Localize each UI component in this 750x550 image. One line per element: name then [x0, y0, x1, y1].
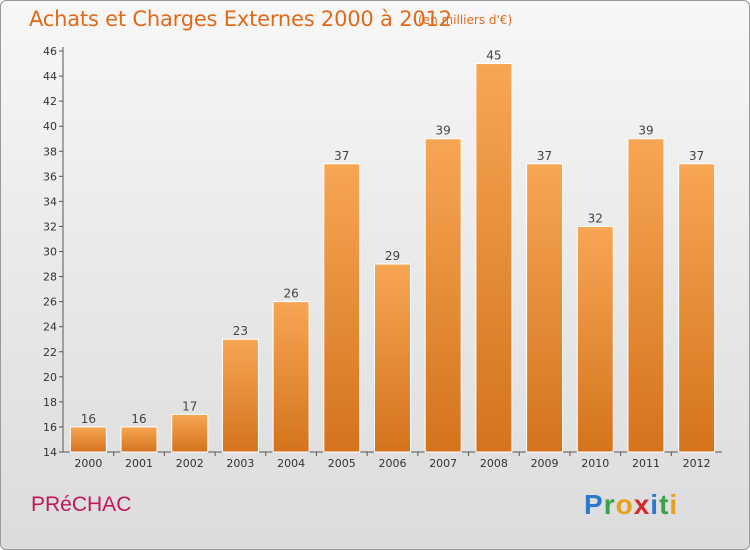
logo-letter: i — [650, 489, 660, 520]
x-tick-label: 2008 — [480, 457, 508, 470]
x-tick-label: 2007 — [429, 457, 457, 470]
data-label: 37 — [689, 149, 704, 163]
commune-name: PRéCHAC — [31, 493, 132, 516]
bar — [171, 413, 209, 453]
y-tick-label: 38 — [43, 145, 57, 158]
logo-letter: P — [584, 489, 604, 520]
logo-letter: t — [659, 489, 670, 520]
x-tick-label: 2012 — [683, 457, 711, 470]
bar — [627, 138, 665, 453]
bar — [272, 301, 310, 453]
bar — [576, 225, 614, 453]
data-label: 45 — [486, 49, 501, 63]
data-label: 39 — [638, 124, 653, 138]
data-label: 17 — [182, 399, 197, 413]
y-tick-label: 28 — [43, 271, 57, 284]
data-label: 37 — [334, 149, 349, 163]
data-labels: 16 16 17 23 26 37 29 39 45 37 32 39 37 — [81, 49, 705, 426]
logo-letter: i — [669, 489, 679, 520]
data-label: 23 — [233, 324, 248, 338]
bar — [678, 163, 716, 453]
data-label: 16 — [131, 412, 146, 426]
proxiti-logo[interactable]: Proxiti — [584, 489, 678, 521]
bar — [526, 163, 564, 453]
x-tick-label: 2001 — [125, 457, 153, 470]
bar — [475, 63, 513, 453]
y-tick-label: 34 — [43, 195, 57, 208]
bars — [69, 63, 716, 453]
y-tick-label: 46 — [43, 45, 57, 58]
bar — [374, 263, 411, 453]
y-tick-label: 30 — [43, 246, 57, 259]
y-tick-label: 26 — [43, 296, 57, 309]
y-tick-label: 40 — [43, 120, 57, 133]
x-tick-label: 2010 — [581, 457, 609, 470]
x-tick-label: 2006 — [379, 457, 407, 470]
y-tick-label: 42 — [43, 95, 57, 108]
y-tick-label: 24 — [43, 321, 57, 334]
data-label: 26 — [283, 287, 298, 301]
bar — [424, 138, 462, 453]
data-label: 32 — [588, 211, 603, 225]
y-tick-label: 32 — [43, 220, 57, 233]
x-tick-label: 2000 — [74, 457, 102, 470]
x-tick-label: 2004 — [277, 457, 305, 470]
data-label: 37 — [537, 149, 552, 163]
data-label: 29 — [385, 249, 400, 263]
logo-letter: r — [603, 489, 616, 520]
y-tick-label: 18 — [43, 396, 57, 409]
chart-subtitle: (en milliers d'€) — [418, 13, 513, 27]
data-label: 39 — [436, 124, 451, 138]
y-tick-label: 14 — [43, 446, 57, 459]
data-label: 16 — [81, 412, 96, 426]
logo-letter: o — [615, 489, 634, 520]
bar — [69, 426, 107, 453]
bar — [221, 338, 259, 453]
chart-title: Achats et Charges Externes 2000 à 2012 — [29, 7, 452, 31]
bar — [120, 426, 158, 453]
x-tick-label: 2002 — [176, 457, 204, 470]
y-tick-label: 16 — [43, 421, 57, 434]
axes: 14 16 18 20 22 24 26 28 30 32 34 36 38 40 42 44 46 2000 20… — [43, 45, 722, 470]
y-tick-label: 36 — [43, 170, 57, 183]
y-tick-label: 22 — [43, 346, 57, 359]
bar — [323, 163, 361, 453]
x-tick-label: 2005 — [328, 457, 356, 470]
x-tick-label: 2011 — [632, 457, 660, 470]
y-tick-label: 20 — [43, 371, 57, 384]
y-tick-label: 44 — [43, 70, 57, 83]
x-tick-label: 2003 — [226, 457, 254, 470]
logo-letter: x — [633, 489, 651, 520]
x-tick-label: 2009 — [531, 457, 559, 470]
